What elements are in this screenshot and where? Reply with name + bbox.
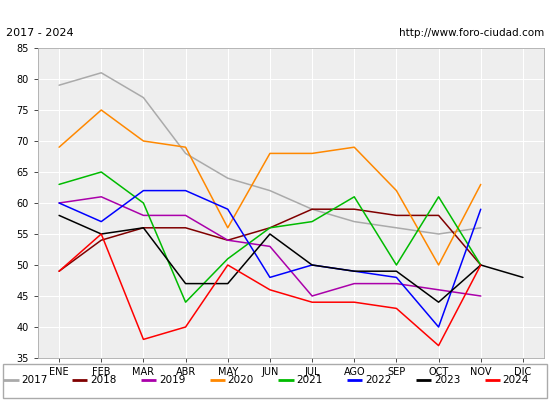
Text: http://www.foro-ciudad.com: http://www.foro-ciudad.com bbox=[399, 28, 544, 38]
Text: Evolucion del paro registrado en Belvís de Monroy: Evolucion del paro registrado en Belvís … bbox=[82, 3, 468, 19]
Text: 2017 - 2024: 2017 - 2024 bbox=[6, 28, 73, 38]
Text: 2020: 2020 bbox=[228, 375, 254, 385]
Text: 2024: 2024 bbox=[503, 375, 529, 385]
Text: 2021: 2021 bbox=[296, 375, 323, 385]
Text: 2019: 2019 bbox=[159, 375, 185, 385]
Text: 2023: 2023 bbox=[434, 375, 460, 385]
Text: 2018: 2018 bbox=[90, 375, 117, 385]
Text: 2022: 2022 bbox=[365, 375, 392, 385]
Text: 2017: 2017 bbox=[21, 375, 48, 385]
